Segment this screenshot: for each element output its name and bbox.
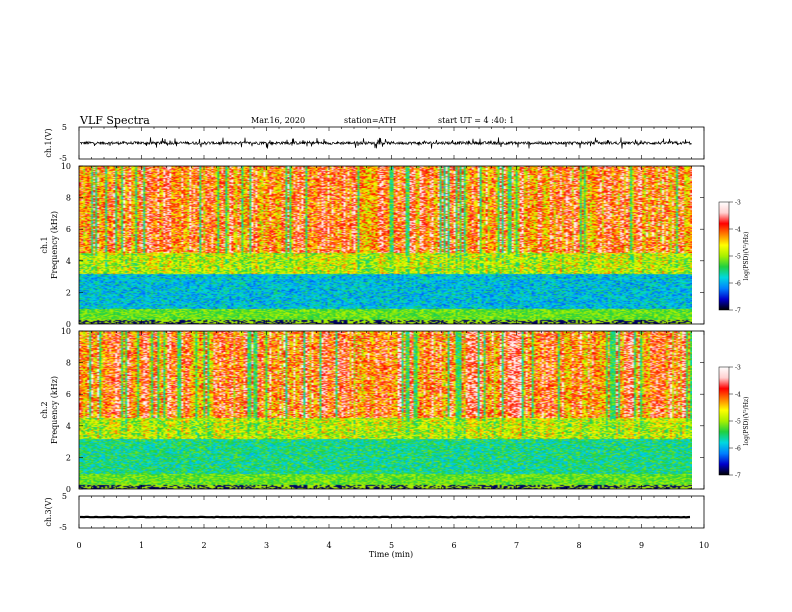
ch3-ytick-top: 5 bbox=[62, 492, 67, 501]
x-tick-label: 10 bbox=[699, 541, 709, 550]
ch2-spectrogram-heatmap bbox=[79, 331, 692, 489]
ch2-spectrogram-ylabel: Frequency (kHz) bbox=[50, 376, 59, 444]
ch1-colorbar-label: log(PSD)(V²/Hz) bbox=[743, 232, 750, 281]
x-tick-label: 7 bbox=[514, 541, 519, 550]
y-tick-label: 8 bbox=[66, 194, 71, 203]
ch3-waveform-frame bbox=[78, 495, 705, 529]
y-tick-label: 4 bbox=[66, 257, 71, 266]
ch1-ytick-bottom: -5 bbox=[59, 154, 67, 163]
x-axis-label: Time (min) bbox=[369, 550, 413, 559]
colorbar-tick-label: -4 bbox=[735, 392, 741, 399]
ch3-waveform-panel: 5 -5 ch.3(V) bbox=[44, 492, 705, 532]
ch2-spectrogram-panel: 0 2 4 6 8 10 ch.2 Frequency (kHz) bbox=[40, 327, 705, 494]
y-tick-label: 4 bbox=[66, 422, 71, 431]
y-tick-label: 0 bbox=[66, 485, 71, 494]
ch1-spectrogram-ylabel: Frequency (kHz) bbox=[50, 211, 59, 279]
x-tick-label: 3 bbox=[264, 541, 269, 550]
ch1-waveform-trace bbox=[80, 137, 692, 149]
colorbar-tick-label: -5 bbox=[735, 254, 741, 261]
y-tick-label: 10 bbox=[61, 162, 71, 171]
ch1-channel-label: ch.1 bbox=[40, 236, 49, 253]
y-tick-label: 2 bbox=[66, 453, 71, 462]
ch1-ytick-top: 5 bbox=[62, 123, 67, 132]
y-tick-label: 6 bbox=[66, 225, 71, 234]
x-tick-label: 6 bbox=[451, 541, 456, 550]
ch1-colorbar: -3 -4 -5 -6 -7 log(PSD)(V²/Hz) bbox=[718, 200, 750, 315]
x-axis-ticks bbox=[78, 127, 705, 528]
ch2-colorbar-gradient bbox=[718, 366, 730, 476]
colorbar-tick-label: -3 bbox=[735, 200, 741, 207]
x-tick-label: 8 bbox=[576, 541, 581, 550]
x-tick-label: 2 bbox=[201, 541, 206, 550]
y-tick-label: 6 bbox=[66, 390, 71, 399]
x-axis-tick-labels: 0 1 2 3 4 5 6 7 8 9 10 bbox=[76, 541, 709, 550]
colorbar-tick-label: -3 bbox=[735, 365, 741, 372]
ch1-spectrogram-heatmap bbox=[79, 166, 692, 324]
ch1-waveform-ylabel: ch.1(V) bbox=[44, 128, 53, 157]
colorbar-tick-label: -7 bbox=[735, 473, 741, 480]
x-tick-label: 4 bbox=[326, 541, 331, 550]
colorbar-tick-label: -6 bbox=[735, 446, 741, 453]
x-tick-label: 5 bbox=[389, 541, 394, 550]
y-tick-label: 0 bbox=[66, 320, 71, 329]
x-tick-label: 1 bbox=[139, 541, 144, 550]
ch3-waveform-ylabel: ch.3(V) bbox=[44, 497, 53, 526]
ch1-spectrogram-panel: 0 2 4 6 8 10 ch.1 Frequency (kHz) bbox=[40, 162, 705, 329]
ch2-colorbar: -3 -4 -5 -6 -7 log(PSD)(V²/Hz) bbox=[718, 365, 750, 480]
x-tick-label: 9 bbox=[639, 541, 644, 550]
ch3-waveform-trace bbox=[80, 515, 691, 519]
start-time-label: start UT = 4 :40: 1 bbox=[438, 116, 514, 125]
date-label: Mar.16, 2020 bbox=[251, 116, 305, 125]
ch1-waveform-panel: 5 -5 ch.1(V) bbox=[44, 123, 705, 163]
colorbar-tick-label: -4 bbox=[735, 227, 741, 234]
ch1-waveform-frame bbox=[78, 126, 705, 160]
y-tick-label: 10 bbox=[61, 327, 71, 336]
y-tick-label: 2 bbox=[66, 288, 71, 297]
ch2-channel-label: ch.2 bbox=[40, 401, 49, 418]
colorbar-tick-label: -7 bbox=[735, 308, 741, 315]
ch1-colorbar-gradient bbox=[718, 201, 730, 311]
colorbar-tick-label: -5 bbox=[735, 419, 741, 426]
colorbar-tick-label: -6 bbox=[735, 281, 741, 288]
ch3-ytick-bottom: -5 bbox=[59, 523, 67, 532]
station-label: station=ATH bbox=[344, 116, 396, 125]
x-tick-label: 0 bbox=[76, 541, 81, 550]
y-tick-label: 8 bbox=[66, 359, 71, 368]
ch2-colorbar-label: log(PSD)(V²/Hz) bbox=[743, 397, 750, 446]
figure-title: VLF Spectra bbox=[79, 114, 150, 127]
